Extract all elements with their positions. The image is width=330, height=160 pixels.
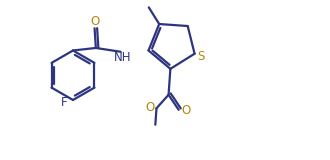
Text: S: S [197,50,205,63]
Text: F: F [61,96,67,109]
Text: O: O [145,101,154,114]
Text: O: O [181,104,190,117]
Text: NH: NH [114,51,131,64]
Text: O: O [90,15,99,28]
